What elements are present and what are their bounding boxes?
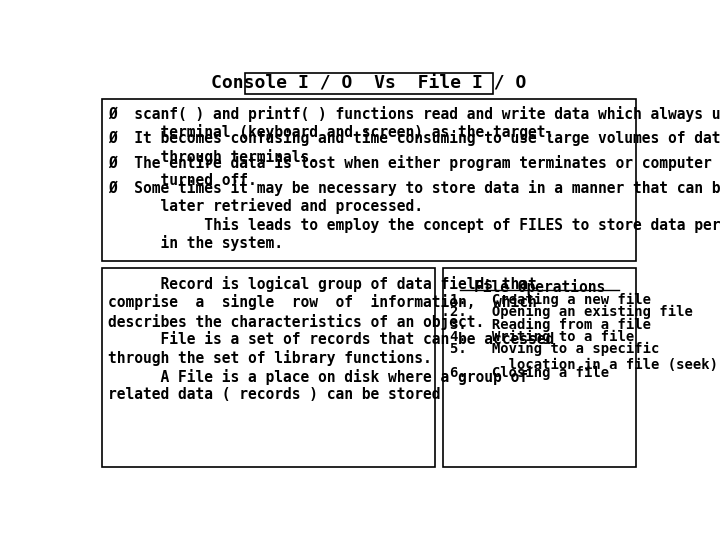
Text: Record is logical group of data fields that
comprise  a  single  row  of  inform: Record is logical group of data fields t… [108, 276, 554, 402]
Text: Ø  The entire data is lost when either program terminates or computer is
      t: Ø The entire data is lost when either pr… [108, 155, 720, 188]
Text: Ø  scanf( ) and printf( ) functions read and write data which always uses the
  : Ø scanf( ) and printf( ) functions read … [108, 106, 720, 140]
Text: File Operations: File Operations [474, 279, 605, 295]
FancyBboxPatch shape [102, 99, 636, 261]
FancyBboxPatch shape [102, 268, 435, 467]
FancyBboxPatch shape [443, 268, 636, 467]
Text: Ø  Some times it may be necessary to store data in a manner that can be
      la: Ø Some times it may be necessary to stor… [108, 179, 720, 251]
Text: 6.   Closing a file: 6. Closing a file [451, 366, 610, 380]
FancyBboxPatch shape [245, 72, 493, 94]
Text: 2.   Opening an existing file: 2. Opening an existing file [451, 305, 693, 319]
Text: 3.   Reading from a file: 3. Reading from a file [451, 318, 652, 332]
Text: 1.   Creating a new file: 1. Creating a new file [451, 293, 652, 307]
Text: Ø  It becomes confusing and time consuming to use large volumes of data
      th: Ø It becomes confusing and time consumin… [108, 130, 720, 165]
Text: Console I / O  Vs  File I / O: Console I / O Vs File I / O [211, 75, 527, 92]
Text: 4.   Writing to a file: 4. Writing to a file [451, 330, 634, 344]
Text: 5.   Moving to a specific
       location in a file (seek): 5. Moving to a specific location in a fi… [451, 342, 719, 373]
